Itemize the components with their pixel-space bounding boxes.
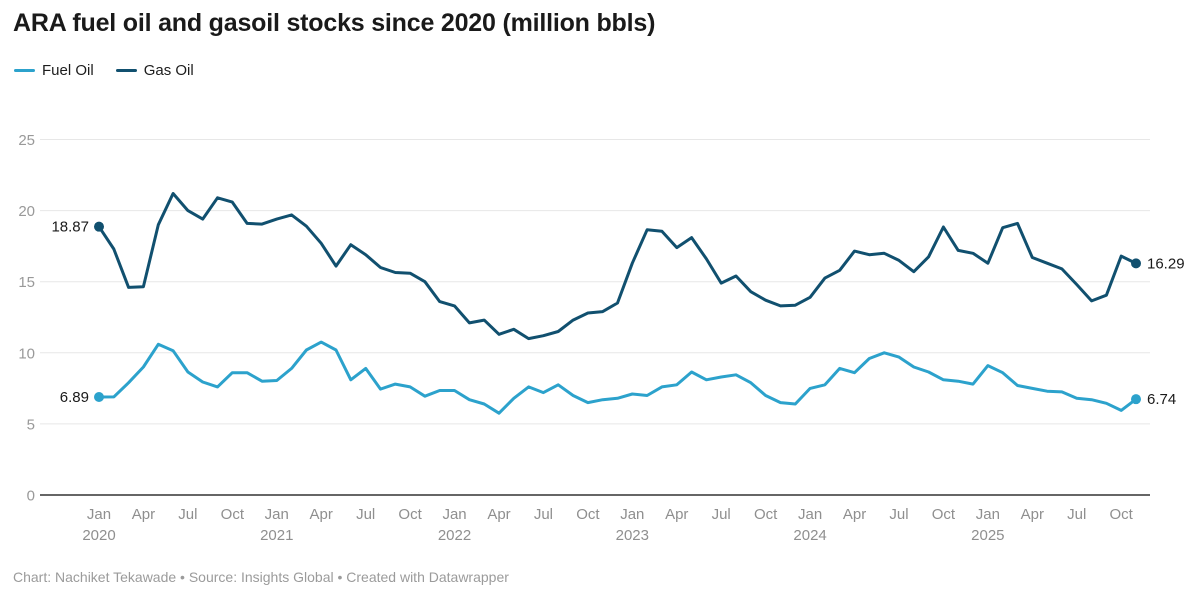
x-tick-month-label: Apr bbox=[1021, 506, 1044, 523]
x-tick-month-label: Apr bbox=[132, 506, 155, 523]
x-tick-month-label: Oct bbox=[1110, 506, 1134, 523]
gas-oil-start-dot bbox=[94, 221, 104, 232]
legend-label-gas-oil: Gas Oil bbox=[143, 62, 194, 79]
fuel-oil-swatch-icon bbox=[14, 68, 35, 73]
x-tick-month-label: Jan bbox=[798, 506, 822, 523]
x-tick-month-label: Jan bbox=[620, 506, 644, 523]
legend-label-fuel-oil: Fuel Oil bbox=[42, 62, 94, 79]
x-tick-month-label: Apr bbox=[487, 506, 510, 523]
fuel-oil-start-value-label: 6.89 bbox=[60, 389, 89, 406]
x-tick-month-label: Oct bbox=[576, 506, 600, 523]
x-tick-month-label: Jul bbox=[889, 506, 908, 523]
x-tick-month-label: Oct bbox=[754, 506, 778, 523]
fuel-oil-start-dot bbox=[94, 392, 104, 403]
x-tick-month-label: Jan bbox=[265, 506, 289, 523]
x-tick-month-label: Apr bbox=[665, 506, 688, 523]
fuel-oil-end-dot bbox=[1131, 394, 1141, 405]
legend-item-fuel-oil: Fuel Oil bbox=[14, 62, 94, 79]
gas-oil-line bbox=[97, 192, 1138, 341]
x-tick-year-label: 2021 bbox=[260, 527, 293, 544]
x-tick-month-label: Oct bbox=[221, 506, 245, 523]
x-tick-year-label: 2022 bbox=[438, 527, 471, 544]
x-tick-month-label: Apr bbox=[310, 506, 333, 523]
x-tick-month-label: Jan bbox=[87, 506, 111, 523]
y-tick-label: 25 bbox=[18, 132, 35, 149]
legend-item-gas-oil: Gas Oil bbox=[115, 62, 194, 79]
x-tick-month-label: Jul bbox=[712, 506, 731, 523]
chart-title: ARA fuel oil and gasoil stocks since 202… bbox=[13, 9, 656, 37]
x-tick-month-label: Jan bbox=[976, 506, 1000, 523]
x-tick-year-label: 2025 bbox=[971, 527, 1004, 544]
fuel-oil-end-value-label: 6.74 bbox=[1147, 391, 1176, 408]
x-tick-month-label: Jul bbox=[534, 506, 553, 523]
gas-oil-end-value-label: 16.29 bbox=[1147, 255, 1185, 272]
y-tick-label: 0 bbox=[27, 488, 35, 505]
gas-oil-end-dot bbox=[1131, 258, 1141, 269]
x-tick-month-label: Jul bbox=[178, 506, 197, 523]
gas-oil-swatch-icon bbox=[115, 68, 137, 73]
x-tick-month-label: Jul bbox=[356, 506, 375, 523]
x-tick-year-label: 2024 bbox=[793, 527, 826, 544]
x-tick-month-label: Apr bbox=[843, 506, 866, 523]
x-tick-month-label: Oct bbox=[398, 506, 422, 523]
y-tick-label: 20 bbox=[18, 203, 35, 220]
x-tick-year-label: 2023 bbox=[616, 527, 649, 544]
attribution-footer: Chart: Nachiket Tekawade • Source: Insig… bbox=[13, 569, 509, 585]
fuel-oil-line bbox=[97, 340, 1138, 415]
gas-oil-start-value-label: 18.87 bbox=[51, 219, 89, 236]
x-tick-month-label: Jan bbox=[442, 506, 466, 523]
y-tick-label: 15 bbox=[18, 274, 35, 291]
x-tick-month-label: Jul bbox=[1067, 506, 1086, 523]
x-tick-month-label: Oct bbox=[932, 506, 956, 523]
legend: Fuel Oil Gas Oil bbox=[14, 62, 194, 79]
x-tick-year-label: 2020 bbox=[82, 527, 115, 544]
y-tick-label: 5 bbox=[27, 416, 35, 433]
y-tick-label: 10 bbox=[18, 345, 35, 362]
